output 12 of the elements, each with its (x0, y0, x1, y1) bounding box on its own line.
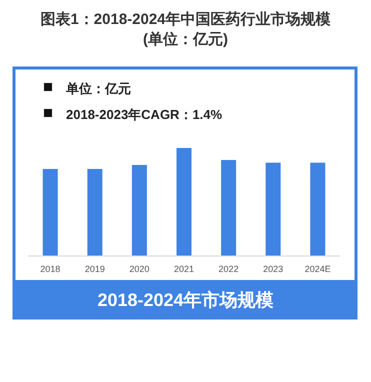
tick-label: 2019 (84, 264, 105, 274)
annotation: 2018-2023年CAGR：1.4% (66, 107, 222, 122)
tick-label: 2022 (218, 264, 239, 274)
title: 图表1：2018-2024年中国医药行业市场规模 (40, 11, 331, 28)
tick-label: 2020 (129, 264, 150, 274)
tick-label: 2018 (40, 264, 60, 274)
annotation: 单位：亿元 (66, 81, 131, 96)
subtitle: (单位：亿元) (143, 31, 228, 48)
annotation: 2018-2024年市场规模 (97, 290, 274, 310)
tick-label: 2023 (263, 264, 284, 274)
tick-label: 2021 (174, 264, 194, 274)
tick-label: 2024E (304, 264, 331, 274)
